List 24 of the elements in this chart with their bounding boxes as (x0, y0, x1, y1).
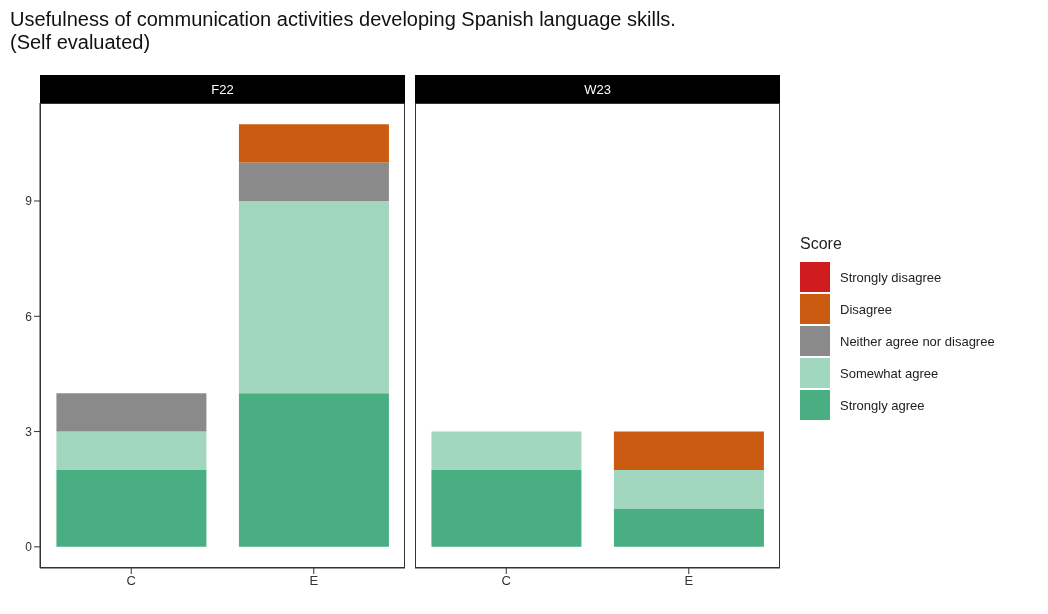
chart-title: Usefulness of communication activities developing Spanish language skills. (Self evaluated) (10, 8, 677, 54)
x-tick-label: C (501, 573, 511, 589)
bar (238, 162, 389, 201)
chart-subtitle: W23 (415, 75, 780, 103)
x-tick-label: C (126, 573, 136, 589)
legend-title: Score (800, 235, 843, 253)
legend-label: Somewhat agree (840, 365, 939, 381)
bar (238, 201, 389, 394)
legend-label: Strongly agree (840, 397, 925, 413)
x-tick-label: E (684, 573, 694, 589)
chart-subtitle: F22 (40, 75, 405, 103)
bar (56, 431, 207, 470)
legend-label: Strongly disagree (840, 269, 942, 285)
y-tick-label: 9 (25, 194, 33, 209)
bar (238, 124, 389, 163)
y-tick-label: 3 (25, 424, 33, 439)
y-tick-label: 6 (25, 309, 33, 324)
bar (56, 470, 207, 547)
y-tick-label: 0 (25, 540, 33, 555)
x-tick-label: E (309, 573, 319, 589)
bar (238, 393, 389, 547)
legend-label: Neither agree nor disagree (840, 333, 995, 349)
legend-label: Disagree (840, 301, 893, 317)
bar (56, 393, 207, 432)
